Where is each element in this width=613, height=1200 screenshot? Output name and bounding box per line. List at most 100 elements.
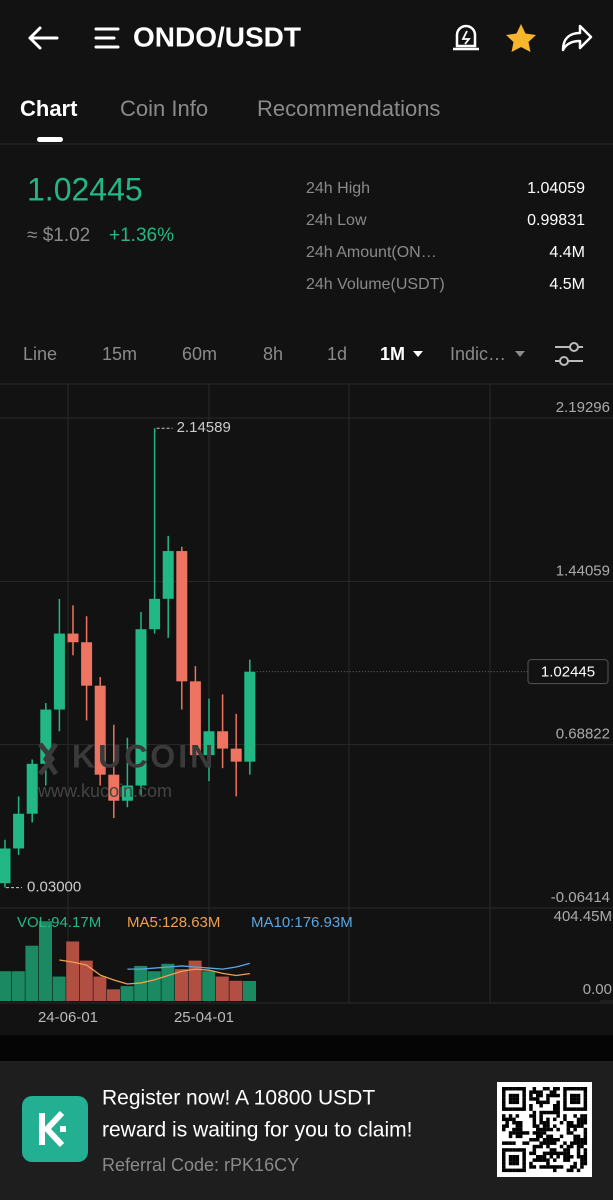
qr-module <box>512 1117 516 1122</box>
banner-line: Register now! A 10800 USDT <box>102 1087 375 1110</box>
favorite-button[interactable] <box>506 24 536 52</box>
qr-module <box>525 1131 530 1135</box>
tab[interactable]: Coin Info <box>120 96 208 121</box>
caret <box>413 351 423 357</box>
tab[interactable]: Chart <box>20 96 78 121</box>
alert-button[interactable] <box>453 24 479 51</box>
qr-module <box>566 1158 571 1162</box>
qr-module <box>542 1100 547 1105</box>
qr-module <box>583 1161 588 1166</box>
volume-bar <box>52 976 66 1001</box>
qr-module <box>570 1100 574 1105</box>
candle-body <box>203 731 215 756</box>
qr-module <box>583 1117 588 1122</box>
qr-module <box>505 1168 509 1173</box>
qr-module <box>570 1124 574 1128</box>
qr-module <box>556 1104 560 1108</box>
qr-module <box>546 1124 550 1128</box>
tab[interactable]: Recommendations <box>257 96 440 121</box>
qr-module <box>563 1158 567 1162</box>
x-tick-label: 25-04-01 <box>174 1009 234 1026</box>
qr-module <box>515 1114 520 1118</box>
qr-module <box>532 1138 537 1142</box>
volume-bar <box>0 971 12 1001</box>
interval[interactable]: 8h <box>263 344 283 364</box>
moving-average <box>59 959 250 985</box>
qr-module <box>542 1151 547 1156</box>
qr-module <box>522 1155 526 1159</box>
qr-module <box>553 1090 557 1094</box>
qr-module <box>539 1090 543 1094</box>
interval[interactable]: 1d <box>327 344 347 364</box>
interval[interactable]: 15m <box>102 344 137 364</box>
qr-module <box>553 1165 557 1169</box>
qr-module <box>559 1151 564 1156</box>
qr-module <box>505 1121 509 1125</box>
qr-module <box>532 1121 537 1125</box>
menu-button[interactable] <box>94 27 120 49</box>
candle-body <box>217 731 229 749</box>
qr-module <box>576 1151 581 1156</box>
back-button[interactable] <box>28 26 59 50</box>
qr-module <box>519 1087 523 1091</box>
share-button[interactable] <box>561 24 593 52</box>
qr-module <box>529 1093 533 1098</box>
qr-module <box>542 1141 547 1145</box>
qr-module <box>512 1155 516 1159</box>
banner-line: reward is waiting for you to claim! <box>102 1119 412 1142</box>
qr-module <box>563 1097 567 1101</box>
qr-module <box>553 1124 557 1128</box>
qr-module <box>502 1155 506 1159</box>
qr-module <box>563 1093 567 1098</box>
qr-module <box>566 1121 571 1125</box>
interval[interactable]: 60m <box>182 344 217 364</box>
qr-module <box>502 1168 506 1173</box>
candle-body <box>149 598 161 630</box>
qr-module <box>580 1114 584 1118</box>
qr-module <box>559 1144 564 1149</box>
qr-module <box>522 1107 526 1111</box>
qr-module <box>556 1165 560 1169</box>
qr-module <box>576 1117 581 1122</box>
qr-module <box>539 1104 543 1108</box>
qr-module <box>522 1090 526 1094</box>
interval-selected[interactable]: 1M <box>380 344 405 364</box>
candle-body <box>189 681 201 756</box>
qr-module <box>580 1124 584 1128</box>
volume-bar <box>243 980 256 1001</box>
candle-body <box>53 633 65 710</box>
qr-module <box>505 1117 509 1122</box>
qr-module <box>563 1107 567 1111</box>
candle-body <box>121 785 133 801</box>
qr-module <box>539 1155 543 1159</box>
qr-module <box>502 1114 506 1118</box>
candle-body <box>162 551 174 599</box>
x-tick-label: 24-06-01 <box>38 1009 98 1026</box>
qr-module <box>549 1127 554 1132</box>
qr-module <box>573 1097 577 1101</box>
qr-module <box>549 1155 554 1159</box>
qr-module <box>505 1148 509 1152</box>
qr-module <box>508 1107 513 1111</box>
qr-module <box>570 1107 574 1111</box>
interval[interactable]: Indic… <box>450 344 506 364</box>
qr-module <box>553 1110 557 1115</box>
qr-module <box>573 1127 577 1132</box>
qr-module <box>556 1138 560 1142</box>
candle-body <box>108 774 120 801</box>
qr-module <box>576 1141 581 1145</box>
qr-module <box>583 1141 588 1145</box>
settings-button[interactable] <box>555 342 583 366</box>
qr-module <box>522 1165 526 1169</box>
qr-module <box>580 1158 584 1162</box>
qr-module <box>502 1124 506 1128</box>
qr-module <box>532 1087 537 1091</box>
qr-module <box>508 1141 513 1145</box>
qr-module <box>536 1134 540 1139</box>
referral-code: Referral Code: rPK16CY <box>102 1155 299 1175</box>
qr-module <box>519 1121 523 1125</box>
qr-module <box>512 1161 516 1166</box>
qr-module <box>566 1168 571 1173</box>
interval[interactable]: Line <box>23 344 57 364</box>
